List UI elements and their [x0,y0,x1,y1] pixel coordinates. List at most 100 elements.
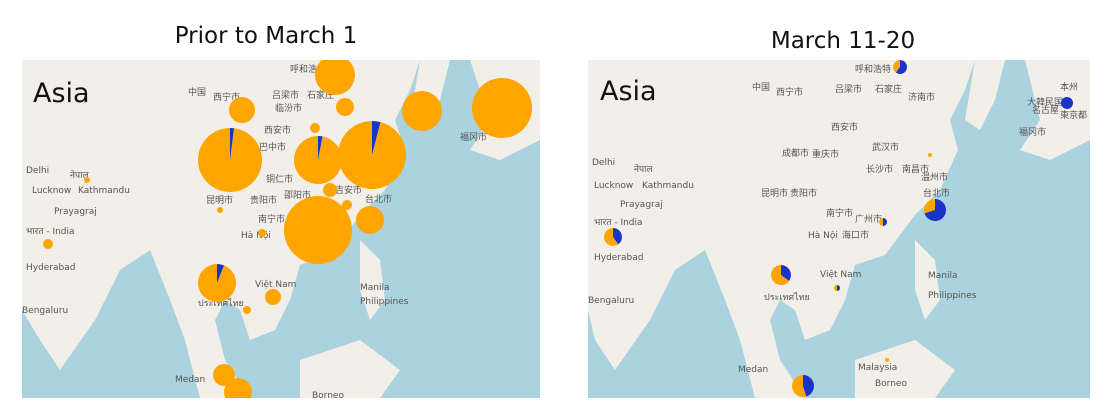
pie-slice [315,60,355,95]
place-label: Hà Nội [808,230,838,241]
place-label: Việt Nam [255,279,296,290]
place-label: Delhi [592,158,615,168]
place-label: Lucknow [32,186,71,196]
place-label: 温州市 [921,171,948,183]
place-label: 巴中市 [259,141,286,153]
place-label: 中国 [752,81,770,93]
pie-slice [770,265,790,285]
pie-slice [229,97,255,123]
place-label: 长沙市 [866,163,893,175]
place-label: 济南市 [908,91,935,103]
pie-slice [603,227,619,247]
pie-slice [265,289,281,305]
pie-slice [1061,97,1073,109]
pie-slice [613,228,622,245]
place-label: 福冈市 [460,131,487,143]
place-label: Borneo [875,379,907,389]
pie-slice [924,199,947,222]
place-label: 南宁市 [826,207,853,219]
pie-slice [924,199,935,214]
region-label: Asia [33,78,90,109]
pie-slice [84,177,90,183]
place-label: 石家庄 [875,83,902,95]
pie-slice [402,91,442,131]
pie-slice [323,183,337,197]
place-label: ประเทศไทย [198,298,244,309]
pie-slice [472,78,532,138]
place-label: 昆明市 [761,187,788,199]
map-title: March 11-20 [771,28,915,54]
place-label: Malaysia [858,363,897,373]
place-label: 台北市 [923,187,950,199]
pie-slice [310,123,320,133]
place-label: 南宁市 [258,213,285,225]
map-title: Prior to March 1 [175,23,358,49]
place-label: 台北市 [365,193,392,205]
place-label: Manila [928,271,958,281]
place-label: 广州市 [855,213,882,225]
place-label: 昆明市 [206,194,233,206]
pie-slice [284,196,352,264]
pie-slice [834,285,837,291]
place-label: 福冈市 [1019,126,1046,138]
place-label: Kathmandu [78,186,130,196]
place-label: Philippines [360,297,409,307]
pie-slice [885,358,889,362]
place-label: नेपाल [70,169,89,181]
place-label: 吕梁市 [272,89,299,101]
pie-slice [43,239,53,249]
place-label: Delhi [26,166,49,176]
pie-slice [258,229,266,237]
pie-slice [243,306,251,314]
place-label: Medan [738,365,768,375]
place-label: 成都市 [782,147,809,159]
place-label: नेपाल [634,163,653,175]
place-label: 吉安市 [335,184,362,196]
place-label: Bengaluru [22,306,68,316]
place-label: Việt Nam [820,269,861,280]
pie-slice [781,265,791,281]
place-label: Bengaluru [588,296,634,306]
place-label: 海口市 [842,229,869,241]
place-label: Hyderabad [26,263,76,273]
place-label: 武汉市 [872,141,899,153]
pie-slice [791,375,807,398]
place-label: 吕梁市 [835,83,862,95]
pie-slice [197,128,262,193]
place-label: 邵阳市 [284,189,311,201]
pie-slice [928,153,932,157]
place-label: भारत - India [26,227,75,237]
pie-slice [318,136,323,160]
place-label: 西安市 [831,121,858,133]
place-label: 铜仁市 [266,173,293,185]
place-label: Kathmandu [642,181,694,191]
pie-slice [217,264,224,283]
pie-slice [217,207,223,213]
place-label: Manila [360,283,390,293]
place-label: 本州 [1060,81,1078,93]
pie-slice [883,218,887,226]
place-label: Philippines [928,291,977,301]
pie-slice [224,378,252,398]
pie-slice [356,206,384,234]
place-label: Prayagraj [54,207,97,217]
pies-right [603,60,1073,398]
place-label: Hyderabad [594,253,644,263]
place-label: 名古屋 [1032,104,1059,116]
pie-slice [213,364,235,386]
place-label: 西安市 [264,124,291,136]
region-label: Asia [600,76,657,107]
place-label: 西宁市 [213,91,240,103]
pie-slice [837,285,840,291]
place-label: 南昌市 [902,163,929,175]
pie-slice [895,60,907,74]
pie-slice [230,128,235,160]
pie-slice [342,200,352,210]
pies-left [43,60,532,398]
place-label: Lucknow [594,181,633,191]
pie-slice [893,60,900,73]
place-label: Medan [175,375,205,385]
place-label: ประเทศไทย [764,292,810,303]
